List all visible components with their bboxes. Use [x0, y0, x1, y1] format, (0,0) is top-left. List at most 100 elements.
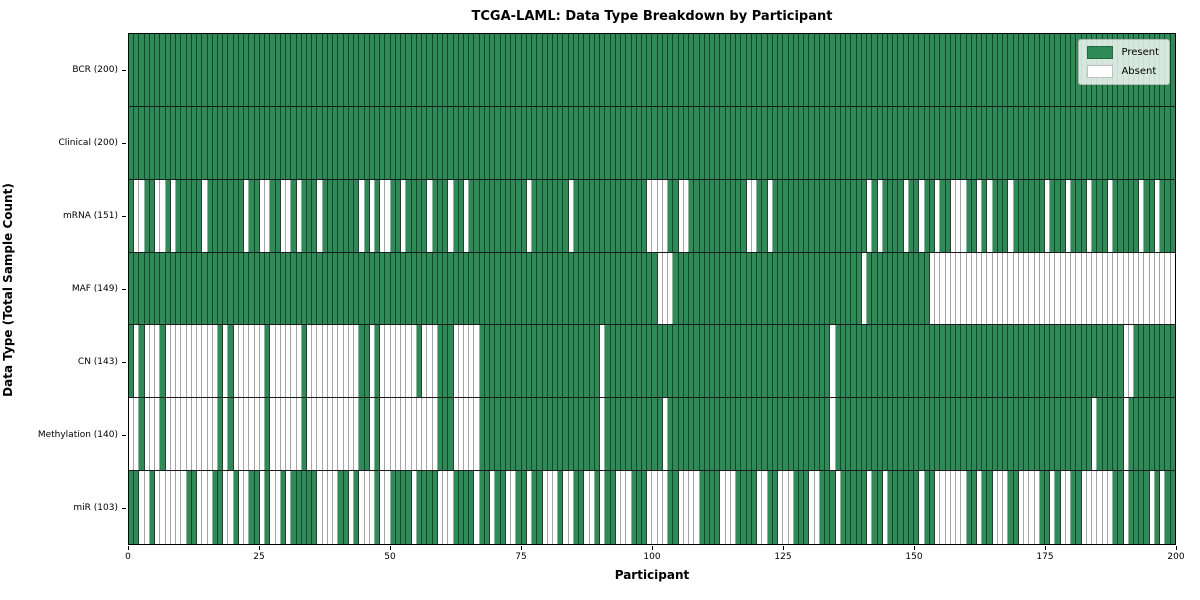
- heatmap-cell: [516, 325, 522, 398]
- heatmap-cell: [600, 179, 606, 252]
- heatmap-cell: [479, 471, 485, 544]
- heatmap-cell: [165, 106, 171, 179]
- heatmap-cell: [652, 179, 658, 252]
- heatmap-cell: [846, 106, 852, 179]
- heatmap-cell: [1086, 471, 1093, 544]
- heatmap-cell: [437, 252, 444, 325]
- heatmap-cell: [270, 252, 276, 325]
- heatmap-cell: [950, 34, 957, 106]
- heatmap-cell: [401, 471, 407, 544]
- heatmap-cell: [306, 106, 313, 179]
- heatmap-cell: [1170, 398, 1175, 471]
- heatmap-cell: [207, 179, 213, 252]
- heatmap-cell: [956, 252, 962, 325]
- heatmap-cell: [1024, 34, 1030, 106]
- heatmap-cell: [484, 106, 491, 179]
- heatmap-cell: [369, 398, 376, 471]
- heatmap-cell: [976, 325, 983, 398]
- heatmap-cell: [772, 106, 779, 179]
- heatmap-cell: [715, 106, 721, 179]
- heatmap-cell: [207, 252, 213, 325]
- heatmap-cell: [673, 325, 679, 398]
- heatmap-cell: [479, 325, 485, 398]
- heatmap-cell: [772, 325, 779, 398]
- heatmap-cell: [725, 106, 731, 179]
- heatmap-cell: [479, 398, 485, 471]
- heatmap-cell: [710, 34, 716, 106]
- heatmap-cell: [474, 34, 480, 106]
- heatmap-cell: [197, 106, 203, 179]
- heatmap-cell: [668, 106, 674, 179]
- heatmap-cell: [699, 252, 705, 325]
- heatmap-cell: [1013, 34, 1019, 106]
- heatmap-cell: [678, 179, 684, 252]
- heatmap-cell: [1065, 179, 1072, 252]
- heatmap-cell: [532, 471, 538, 544]
- heatmap-cell: [217, 325, 224, 398]
- heatmap-cell: [552, 34, 559, 106]
- heatmap-cell: [956, 106, 962, 179]
- heatmap-cell: [856, 471, 862, 544]
- heatmap-cell: [217, 106, 224, 179]
- heatmap-cell: [689, 34, 695, 106]
- heatmap-cell: [495, 398, 501, 471]
- heatmap-cell: [1160, 179, 1166, 252]
- heatmap-cell: [704, 252, 711, 325]
- heatmap-cell: [432, 471, 438, 544]
- heatmap-cell: [1013, 471, 1019, 544]
- heatmap-cell: [1050, 106, 1056, 179]
- heatmap-cell: [354, 34, 360, 106]
- heatmap-cell: [348, 34, 355, 106]
- heatmap-cell: [997, 398, 1004, 471]
- heatmap-cell: [1123, 252, 1129, 325]
- heatmap-cell: [641, 398, 648, 471]
- heatmap-cell: [741, 179, 747, 252]
- heatmap-cell: [537, 179, 543, 252]
- heatmap-cell: [662, 471, 669, 544]
- heatmap-cell: [1086, 179, 1093, 252]
- heatmap-cell: [521, 325, 527, 398]
- heatmap-cell: [542, 252, 548, 325]
- heatmap-cell: [631, 106, 637, 179]
- heatmap-cell: [1118, 106, 1124, 179]
- heatmap-cell: [458, 325, 464, 398]
- heatmap-cell: [1086, 106, 1093, 179]
- heatmap-cell: [741, 398, 747, 471]
- heatmap-cell: [668, 471, 674, 544]
- heatmap-cell: [1086, 398, 1093, 471]
- heatmap-cell: [861, 179, 868, 252]
- heatmap-cell: [1003, 179, 1009, 252]
- heatmap-cell: [746, 34, 752, 106]
- heatmap-cell: [652, 471, 658, 544]
- heatmap-cell: [474, 106, 480, 179]
- heatmap-cell: [1154, 398, 1161, 471]
- heatmap-cell: [772, 179, 779, 252]
- heatmap-cell: [406, 398, 412, 471]
- heatmap-cell: [589, 252, 595, 325]
- heatmap-cell: [1149, 179, 1155, 252]
- heatmap-cell: [202, 252, 208, 325]
- heatmap-cell: [327, 325, 334, 398]
- heatmap-cell: [1034, 398, 1040, 471]
- heatmap-cell: [851, 106, 857, 179]
- heatmap-cell: [228, 471, 234, 544]
- heatmap-cell: [202, 106, 208, 179]
- heatmap-cell: [840, 179, 847, 252]
- heatmap-cell: [1008, 34, 1014, 106]
- heatmap-cell: [898, 252, 904, 325]
- heatmap-cell: [1170, 325, 1175, 398]
- heatmap-cell: [427, 34, 433, 106]
- heatmap-cell: [730, 106, 737, 179]
- heatmap-cell: [484, 471, 491, 544]
- heatmap-cell: [1029, 325, 1035, 398]
- heatmap-cell: [505, 471, 512, 544]
- heatmap-cell: [956, 325, 962, 398]
- heatmap-cell: [547, 179, 553, 252]
- heatmap-cell: [139, 179, 145, 252]
- heatmap-cell: [301, 398, 307, 471]
- heatmap-cell: [505, 34, 512, 106]
- heatmap-cell: [511, 398, 517, 471]
- heatmap-cell: [589, 34, 595, 106]
- heatmap-cell: [945, 106, 951, 179]
- heatmap-cell: [1160, 398, 1166, 471]
